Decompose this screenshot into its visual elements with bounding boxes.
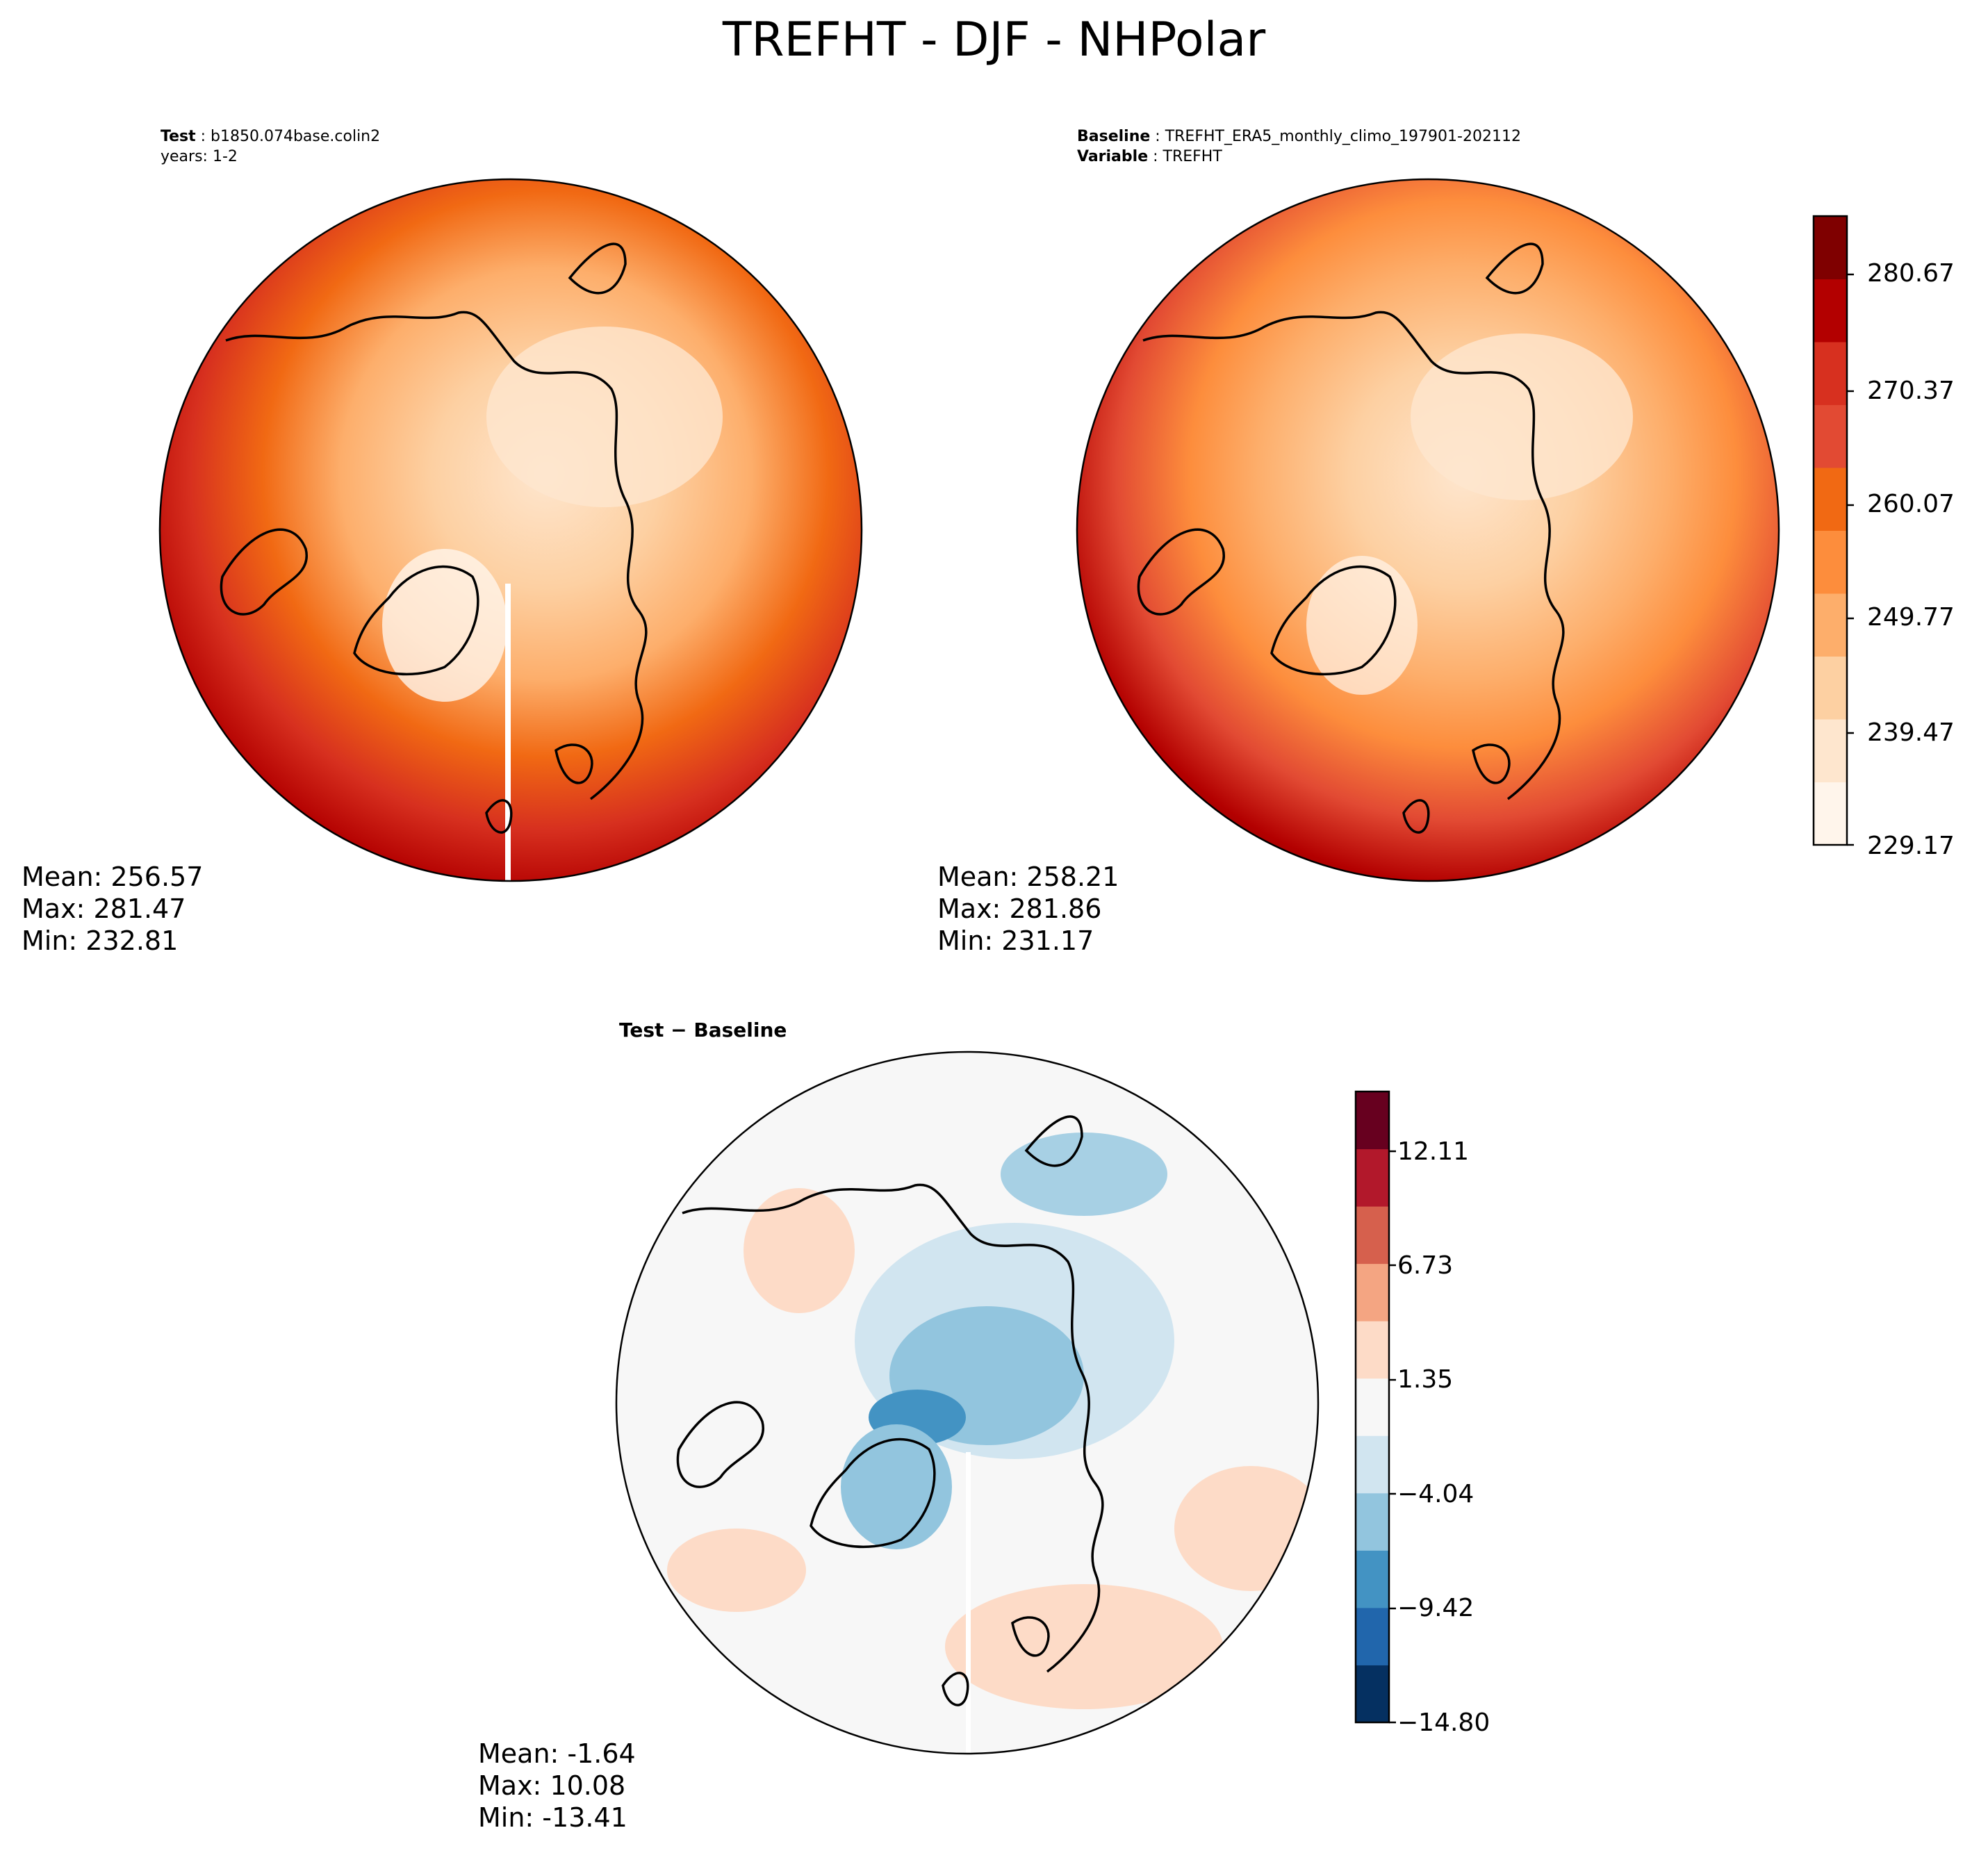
test-label-value: b1850.074base.colin2 [211,128,381,145]
colorbar-segment [1356,1492,1389,1551]
abs-tick-label: 249.77 [1867,603,1955,632]
baseline-panel-header: Baseline : TREFHT_ERA5_monthly_climo_197… [1077,128,1521,165]
difference-map-boundary [615,1051,1320,1755]
colorbar-segment [1356,1092,1389,1150]
abs-tick-label: 270.37 [1867,377,1955,405]
colorbar-frame [1812,215,1848,846]
colorbar-segment [1814,593,1847,657]
colorbar-segment [1814,782,1847,846]
colorbar-segment [1356,1378,1389,1436]
test-stat-min: Min: 232.81 [22,925,179,956]
colorbar-segment [1814,216,1847,279]
difference-stat-min: Min: -13.41 [478,1802,627,1833]
colorbar-segment [1356,1321,1389,1379]
test-stat-mean: Mean: 256.57 [22,862,204,892]
abs-tick-label: 260.07 [1867,490,1955,518]
test-coastlines [220,242,648,834]
test-label-key: Test [161,128,196,145]
colorbar-segment [1814,530,1847,594]
abs-tick-label: 229.17 [1867,832,1955,860]
diff-tick-label: −4.04 [1397,1480,1474,1508]
baseline-map-boundary [1076,178,1780,882]
colorbar-segment [1356,1550,1389,1608]
colorbar-segment [1356,1263,1389,1321]
baseline-stat-max: Max: 281.86 [937,893,1102,924]
baseline-stats: Mean: 258.21 Max: 281.86 Min: 231.17 [937,861,1119,957]
test-stat-max: Max: 281.47 [22,893,186,924]
colorbar-segment [1356,1435,1389,1494]
abs-tick-label: 280.67 [1867,259,1955,288]
test-panel-header: Test : b1850.074base.colin2 years: 1-2 [161,128,381,165]
abs-tick-label: 239.47 [1867,718,1955,747]
colorbar-segment [1814,279,1847,343]
difference-coastlines [676,1115,1104,1706]
difference-colorbar [1354,1090,1396,1724]
colorbar-segment [1356,1607,1389,1665]
baseline-stat-mean: Mean: 258.21 [937,862,1119,892]
baseline-map [1076,178,1780,882]
baseline-stat-min: Min: 231.17 [937,925,1094,956]
baseline-variable-key: Variable [1077,148,1149,165]
diff-tick-label: 1.35 [1397,1365,1454,1394]
difference-stat-max: Max: 10.08 [478,1770,626,1801]
baseline-label-key: Baseline [1077,128,1151,145]
colorbar-segment [1814,656,1847,720]
figure-title: TREFHT - DJF - NHPolar [722,13,1266,67]
test-stats: Mean: 256.57 Max: 281.47 Min: 232.81 [22,861,203,957]
test-map-boundary [158,178,863,882]
colorbar-segment [1814,468,1847,531]
colorbar-frame [1354,1090,1390,1724]
colorbar-segment [1356,1665,1389,1723]
colorbar-segment [1814,719,1847,782]
difference-stat-mean: Mean: -1.64 [478,1738,636,1769]
diff-tick-label: −9.42 [1397,1594,1474,1622]
difference-panel-title: Test − Baseline [619,1019,787,1041]
difference-map [615,1051,1320,1755]
colorbar-segment [1814,342,1847,405]
test-map [158,178,863,882]
colorbar-segment [1356,1148,1389,1207]
diff-tick-label: 12.11 [1397,1137,1470,1166]
baseline-coastlines [1137,242,1565,834]
diff-tick-label: 6.73 [1397,1251,1454,1280]
absolute-colorbar [1812,215,1854,846]
difference-stats: Mean: -1.64 Max: 10.08 Min: -13.41 [478,1738,636,1834]
baseline-variable-value: TREFHT [1163,148,1222,165]
baseline-label-value: TREFHT_ERA5_monthly_climo_197901-202112 [1165,128,1521,145]
colorbar-segment [1356,1206,1389,1265]
test-subtitle: years: 1-2 [161,148,238,165]
diff-tick-label: −14.80 [1397,1708,1490,1737]
colorbar-segment [1814,404,1847,468]
